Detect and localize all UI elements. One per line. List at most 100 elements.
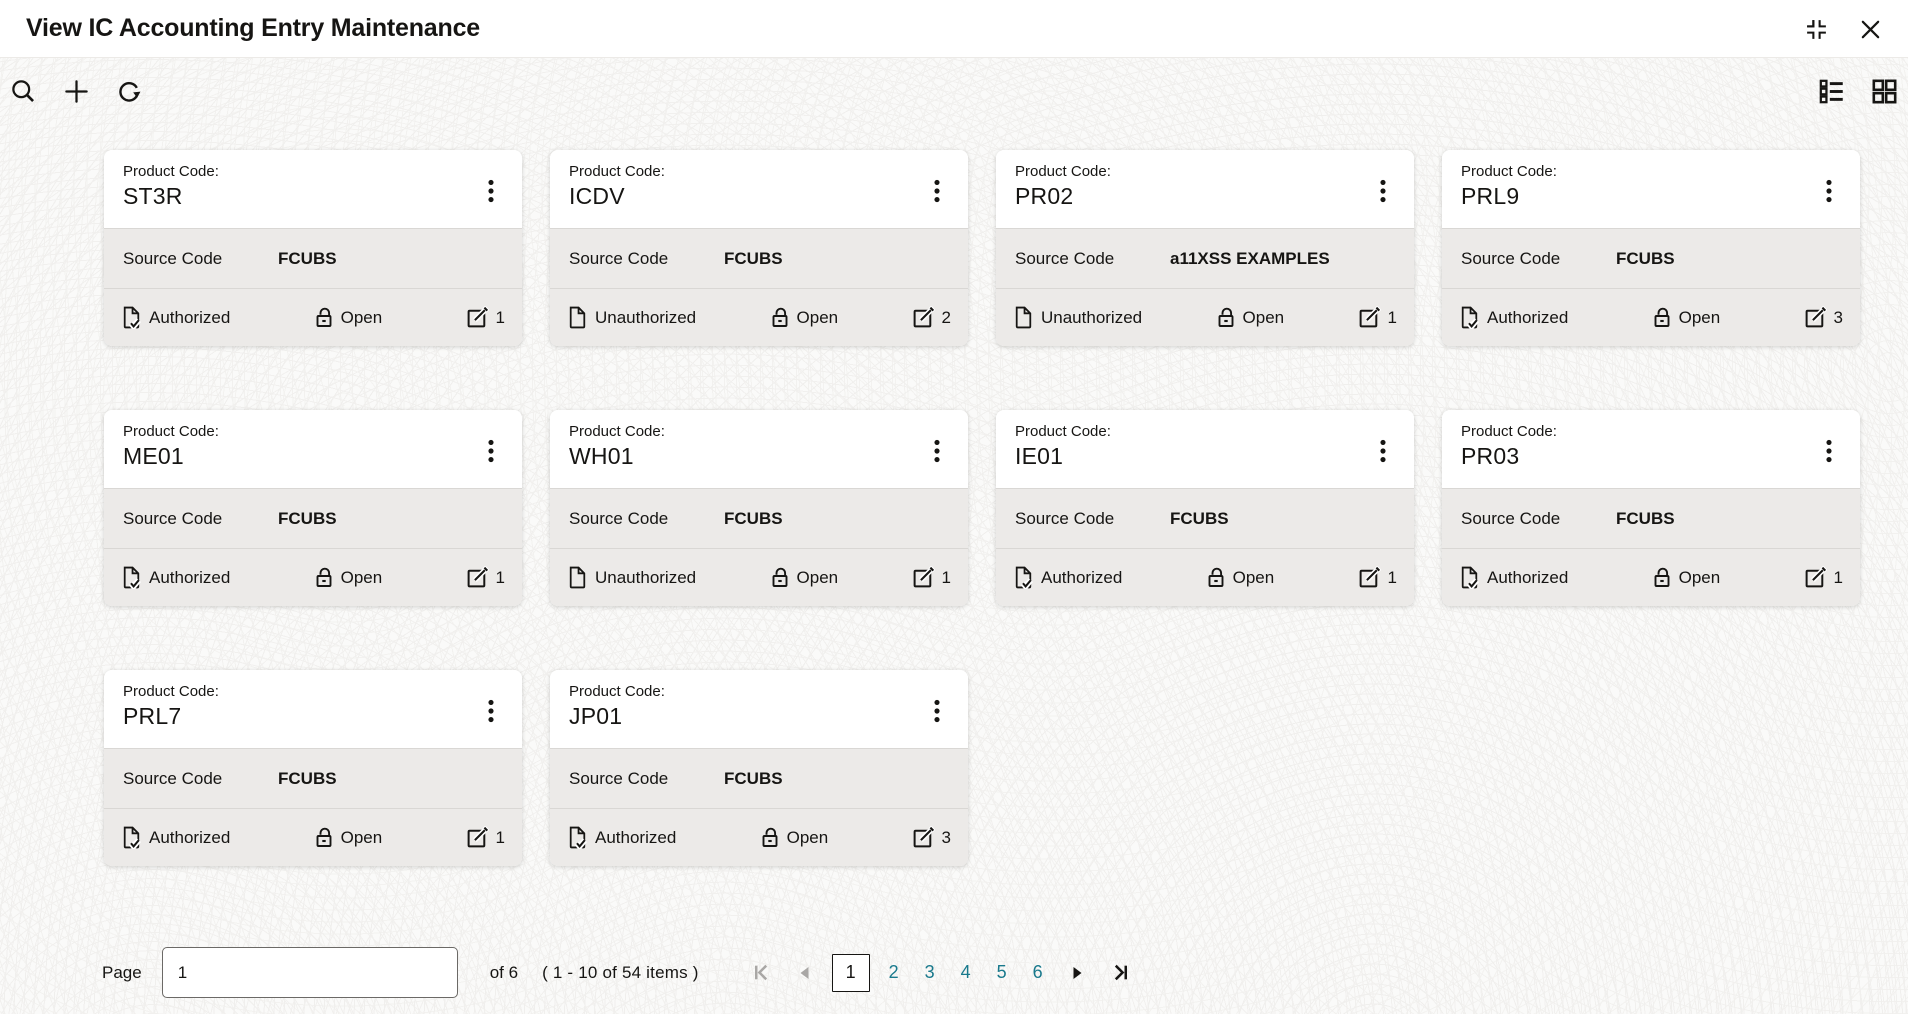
- add-button[interactable]: [61, 76, 92, 107]
- page-button[interactable]: 2: [882, 954, 906, 992]
- authorization-status: Authorized: [567, 826, 676, 849]
- window-header: View IC Accounting Entry Maintenance: [0, 0, 1908, 58]
- card-menu-button[interactable]: [1370, 174, 1400, 208]
- card-header: Product Code: PRL9: [1442, 150, 1860, 228]
- modification-count: 2: [912, 306, 951, 329]
- grid-view-button[interactable]: [1869, 76, 1900, 107]
- source-code-value: FCUBS: [724, 768, 783, 788]
- record-status-label: Open: [340, 827, 383, 847]
- source-code-label: Source Code: [123, 248, 223, 268]
- product-card[interactable]: Product Code: IE01 Source Code FCUBS: [996, 410, 1414, 606]
- open-lock-icon: [316, 827, 332, 847]
- source-code-row: Source Code a11XSS EXAMPLES: [996, 228, 1414, 288]
- authorization-status: Authorized: [121, 826, 230, 849]
- next-page-button[interactable]: [1062, 954, 1092, 992]
- previous-page-button[interactable]: [790, 954, 820, 992]
- card-menu-button[interactable]: [924, 694, 954, 728]
- product-card[interactable]: Product Code: JP01 Source Code FCUBS: [550, 670, 968, 866]
- kebab-icon: [1380, 179, 1386, 203]
- card-menu-button[interactable]: [478, 434, 508, 468]
- status-row: Unauthorized Open 1: [550, 548, 968, 606]
- status-row: Authorized Open 3: [550, 808, 968, 866]
- card-menu-button[interactable]: [478, 694, 508, 728]
- card-menu-button[interactable]: [1816, 174, 1846, 208]
- source-code-value: FCUBS: [1616, 508, 1675, 528]
- modification-count-value: 1: [1387, 307, 1397, 327]
- product-card[interactable]: Product Code: WH01 Source Code FCUBS: [550, 410, 968, 606]
- source-code-row: Source Code FCUBS: [550, 488, 968, 548]
- page-number-input[interactable]: [161, 947, 458, 998]
- product-card[interactable]: Product Code: PR03 Source Code FCUBS: [1442, 410, 1860, 606]
- authorized-icon: [1461, 306, 1480, 329]
- product-code-value: PR03: [1461, 443, 1520, 469]
- modification-count-value: 1: [495, 827, 505, 847]
- source-code-value: FCUBS: [278, 248, 337, 268]
- page-button[interactable]: 3: [918, 954, 942, 992]
- window-controls: [1802, 0, 1884, 58]
- authorization-status: Authorized: [1459, 306, 1568, 329]
- authorized-icon: [569, 826, 588, 849]
- status-row: Unauthorized Open 2: [550, 288, 968, 346]
- modification-count: 1: [1358, 566, 1397, 589]
- edit-icon: [1805, 566, 1827, 588]
- modification-count: 1: [466, 826, 505, 849]
- product-card[interactable]: Product Code: PRL7 Source Code FCUBS: [104, 670, 522, 866]
- page-button[interactable]: 4: [954, 954, 978, 992]
- product-card[interactable]: Product Code: PRL9 Source Code FCUBS: [1442, 150, 1860, 346]
- search-button[interactable]: [8, 76, 39, 107]
- card-menu-button[interactable]: [924, 434, 954, 468]
- page-button[interactable]: 5: [990, 954, 1014, 992]
- open-lock-icon: [1654, 567, 1670, 587]
- product-code-label: Product Code:: [569, 423, 665, 440]
- edit-icon: [467, 826, 489, 848]
- source-code-label: Source Code: [569, 768, 669, 788]
- status-row: Unauthorized Open 1: [996, 288, 1414, 346]
- product-card[interactable]: Product Code: ST3R Source Code FCUBS: [104, 150, 522, 346]
- open-lock-icon: [316, 567, 332, 587]
- authorization-status: Unauthorized: [567, 306, 696, 329]
- edit-icon: [913, 306, 935, 328]
- authorized-icon: [1461, 566, 1480, 589]
- record-status: Open: [314, 306, 382, 329]
- authorization-status: Authorized: [1013, 566, 1122, 589]
- product-card[interactable]: Product Code: ME01 Source Code FCUBS: [104, 410, 522, 606]
- card-menu-button[interactable]: [478, 174, 508, 208]
- status-row: Authorized Open 1: [1442, 548, 1860, 606]
- source-code-label: Source Code: [1015, 248, 1115, 268]
- product-code-label: Product Code:: [1015, 423, 1111, 440]
- last-page-button[interactable]: [1104, 954, 1137, 992]
- record-status-label: Open: [340, 567, 383, 587]
- source-code-label: Source Code: [123, 768, 223, 788]
- page-title: View IC Accounting Entry Maintenance: [26, 14, 480, 42]
- product-card[interactable]: Product Code: PR02 Source Code a11XSS EX…: [996, 150, 1414, 346]
- page-button[interactable]: 6: [1026, 954, 1050, 992]
- close-icon: [1861, 20, 1880, 38]
- source-code-value: a11XSS EXAMPLES: [1170, 248, 1330, 268]
- collapse-button[interactable]: [1802, 15, 1831, 44]
- modification-count: 3: [1804, 306, 1843, 329]
- edit-icon: [913, 826, 935, 848]
- page-button[interactable]: 1: [831, 953, 870, 992]
- open-lock-icon: [1208, 567, 1224, 587]
- record-status-label: Open: [796, 567, 839, 587]
- record-status: Open: [1652, 306, 1720, 329]
- first-page-button[interactable]: [745, 954, 778, 992]
- edit-icon: [1359, 566, 1381, 588]
- source-code-value: FCUBS: [1616, 248, 1675, 268]
- unauthorized-icon: [1015, 306, 1032, 329]
- card-menu-button[interactable]: [924, 174, 954, 208]
- status-row: Authorized Open 1: [996, 548, 1414, 606]
- modification-count: 1: [912, 566, 951, 589]
- edit-icon: [467, 306, 489, 328]
- open-lock-icon: [762, 827, 778, 847]
- product-card[interactable]: Product Code: ICDV Source Code FCUBS: [550, 150, 968, 346]
- product-code-label: Product Code:: [1015, 163, 1111, 180]
- card-menu-button[interactable]: [1370, 434, 1400, 468]
- refresh-button[interactable]: [114, 77, 144, 107]
- source-code-row: Source Code FCUBS: [1442, 228, 1860, 288]
- authorization-status-label: Authorized: [149, 567, 231, 587]
- authorization-status: Unauthorized: [1013, 306, 1142, 329]
- card-menu-button[interactable]: [1816, 434, 1846, 468]
- close-button[interactable]: [1857, 16, 1884, 43]
- list-view-button[interactable]: [1816, 76, 1847, 107]
